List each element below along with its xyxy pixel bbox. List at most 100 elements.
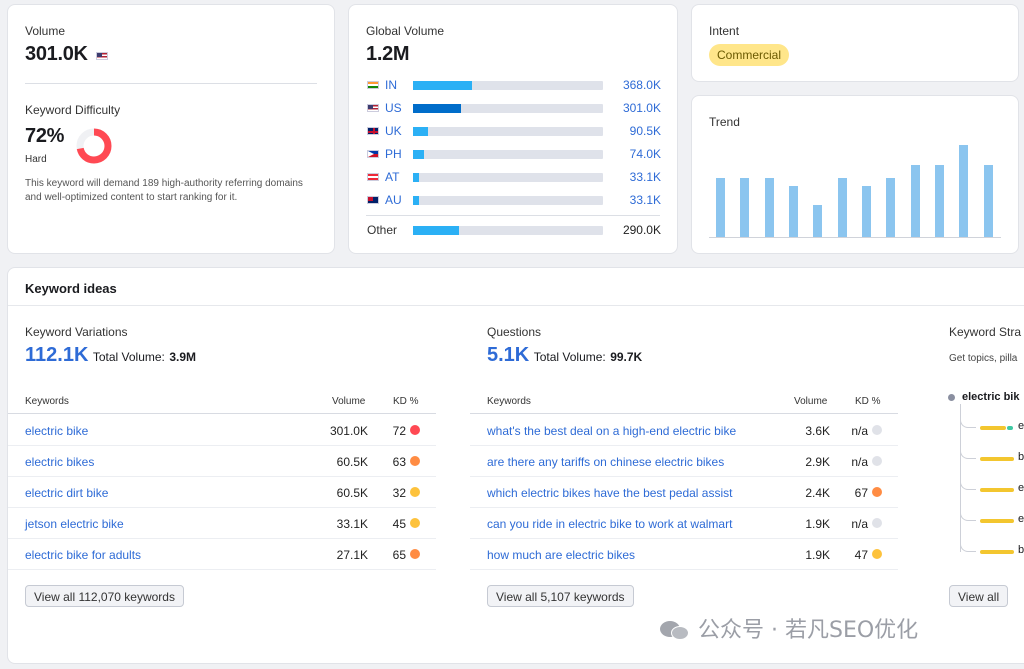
tree-branch-bar [980, 519, 1014, 523]
intent-badge: Commercial [709, 44, 790, 66]
kd-value: 72 [392, 424, 406, 438]
us-flag-icon [367, 104, 379, 112]
strategy-label: Keyword Stra [949, 325, 1022, 339]
country-bar [413, 127, 603, 136]
view-all-variations-button[interactable]: View all 112,070 keywords [25, 585, 184, 607]
ph-flag-icon [367, 150, 379, 158]
trend-bar[interactable] [789, 186, 798, 237]
trend-bar[interactable] [935, 165, 944, 237]
trend-bar[interactable] [740, 178, 750, 237]
country-row-at[interactable]: AT 33.1K [367, 170, 667, 186]
trend-bar[interactable] [837, 178, 847, 237]
keyword-link[interactable]: how much are electric bikes [487, 548, 636, 562]
col-keywords: Keywords [25, 396, 69, 407]
keyword-link[interactable]: electric bike [25, 424, 89, 438]
trend-bar[interactable] [813, 204, 823, 237]
volume-value-row: 301.0K [25, 43, 109, 66]
view-all-questions-button[interactable]: View all 5,107 keywords [487, 585, 634, 607]
volume-value: 33.1K [336, 517, 368, 531]
kd-value: 32 [392, 486, 406, 500]
country-value[interactable]: 74.0K [629, 147, 661, 161]
kd-value: 65 [392, 548, 406, 562]
country-row-ph[interactable]: PH 74.0K [367, 147, 667, 163]
tree-connector [960, 478, 976, 490]
country-code[interactable]: IN [385, 78, 397, 92]
col-kd[interactable]: KD % [393, 396, 419, 407]
country-bar-fill [413, 127, 429, 136]
keyword-link[interactable]: what's the best deal on a high-end elect… [487, 424, 737, 438]
tree-branch-label[interactable]: e [1018, 513, 1024, 525]
country-row-au[interactable]: AU 33.1K [367, 193, 667, 209]
country-code[interactable]: AT [385, 170, 400, 184]
variations-count[interactable]: 112.1K [25, 344, 89, 366]
tree-branch-label[interactable]: e [1018, 420, 1024, 432]
trend-bar[interactable] [862, 186, 871, 237]
country-code[interactable]: UK [385, 124, 402, 138]
keyword-ideas-header: Keyword ideas [8, 268, 1024, 306]
tree-branch-bar [980, 488, 1014, 492]
other-value: 290.0K [622, 223, 661, 237]
keyword-link[interactable]: jetson electric bike [25, 517, 124, 531]
country-value[interactable]: 368.0K [622, 78, 661, 92]
keyword-link[interactable]: electric dirt bike [25, 486, 109, 500]
col-volume[interactable]: Volume [332, 396, 366, 407]
tree-branch-label[interactable]: b [1018, 451, 1024, 463]
country-bar-fill [413, 104, 461, 113]
kd-dot-icon [410, 549, 420, 559]
global-volume-value: 1.2M [366, 43, 410, 65]
watermark: 公众号 · 若凡SEO优化 [660, 612, 918, 644]
tree-connector [960, 447, 976, 459]
trend-bar[interactable] [716, 178, 725, 237]
strategy-subtitle: Get topics, pilla [949, 353, 1018, 364]
col-kd[interactable]: KD % [855, 396, 881, 407]
country-value[interactable]: 301.0K [622, 101, 661, 115]
kd-dot-icon [872, 425, 882, 435]
trend-chart [709, 144, 1001, 238]
keyword-link[interactable]: which electric bikes have the best pedal… [487, 486, 733, 500]
country-value[interactable]: 33.1K [629, 193, 661, 207]
view-all-strategy-button[interactable]: View all [949, 585, 1009, 607]
kd-label: Keyword Difficulty [25, 103, 121, 117]
col-volume[interactable]: Volume [794, 396, 828, 407]
country-row-in[interactable]: IN 368.0K [367, 78, 667, 94]
country-code[interactable]: US [385, 101, 402, 115]
country-value[interactable]: 90.5K [629, 124, 661, 138]
country-row-uk[interactable]: UK 90.5K [367, 124, 667, 140]
volume-value: 1.9K [805, 548, 830, 562]
country-row-us[interactable]: US 301.0K [367, 101, 667, 117]
variations-total-label: Total Volume: [92, 350, 165, 364]
kd-value: 67 [854, 486, 868, 500]
country-bar-fill [413, 150, 425, 159]
kd-value: 72% [25, 125, 65, 147]
questions-table: Keywords Volume KD % what's the best dea… [470, 386, 898, 570]
country-code[interactable]: AU [385, 193, 402, 207]
questions-count[interactable]: 5.1K [487, 344, 530, 366]
questions-summary: 5.1K Total Volume: 99.7K [487, 344, 642, 367]
keyword-link[interactable]: can you ride in electric bike to work at… [487, 517, 733, 531]
kd-value: 47 [854, 548, 868, 562]
strategy-root-label[interactable]: electric bik [962, 391, 1020, 403]
keyword-link[interactable]: are there any tariffs on chinese electri… [487, 455, 725, 469]
keyword-link[interactable]: electric bikes [25, 455, 95, 469]
country-value[interactable]: 33.1K [629, 170, 661, 184]
variations-label: Keyword Variations [25, 325, 128, 339]
trend-bar[interactable] [910, 165, 920, 237]
volume-card: Volume 301.0K Keyword Difficulty 72% Har… [7, 4, 335, 254]
kd-dot-icon [872, 549, 882, 559]
trend-bar[interactable] [764, 178, 774, 237]
kd-dot-icon [410, 456, 420, 466]
kd-value: n/a [851, 424, 868, 438]
keyword-ideas-title: Keyword ideas [25, 281, 117, 296]
trend-bar[interactable] [983, 165, 993, 237]
keyword-link[interactable]: electric bike for adults [25, 548, 142, 562]
tree-branch-label[interactable]: e [1018, 482, 1024, 494]
country-bar-fill [413, 173, 419, 182]
country-code[interactable]: PH [385, 147, 402, 161]
trend-bar[interactable] [886, 178, 896, 237]
table-row: jetson electric bike 33.1K 45 [8, 508, 436, 539]
tree-branch-label[interactable]: b [1018, 544, 1024, 556]
variations-table: Keywords Volume KD % electric bike 301.0K… [8, 386, 436, 570]
trend-bar[interactable] [959, 145, 969, 237]
tree-connector [960, 416, 976, 428]
kd-dot-icon [410, 518, 420, 528]
